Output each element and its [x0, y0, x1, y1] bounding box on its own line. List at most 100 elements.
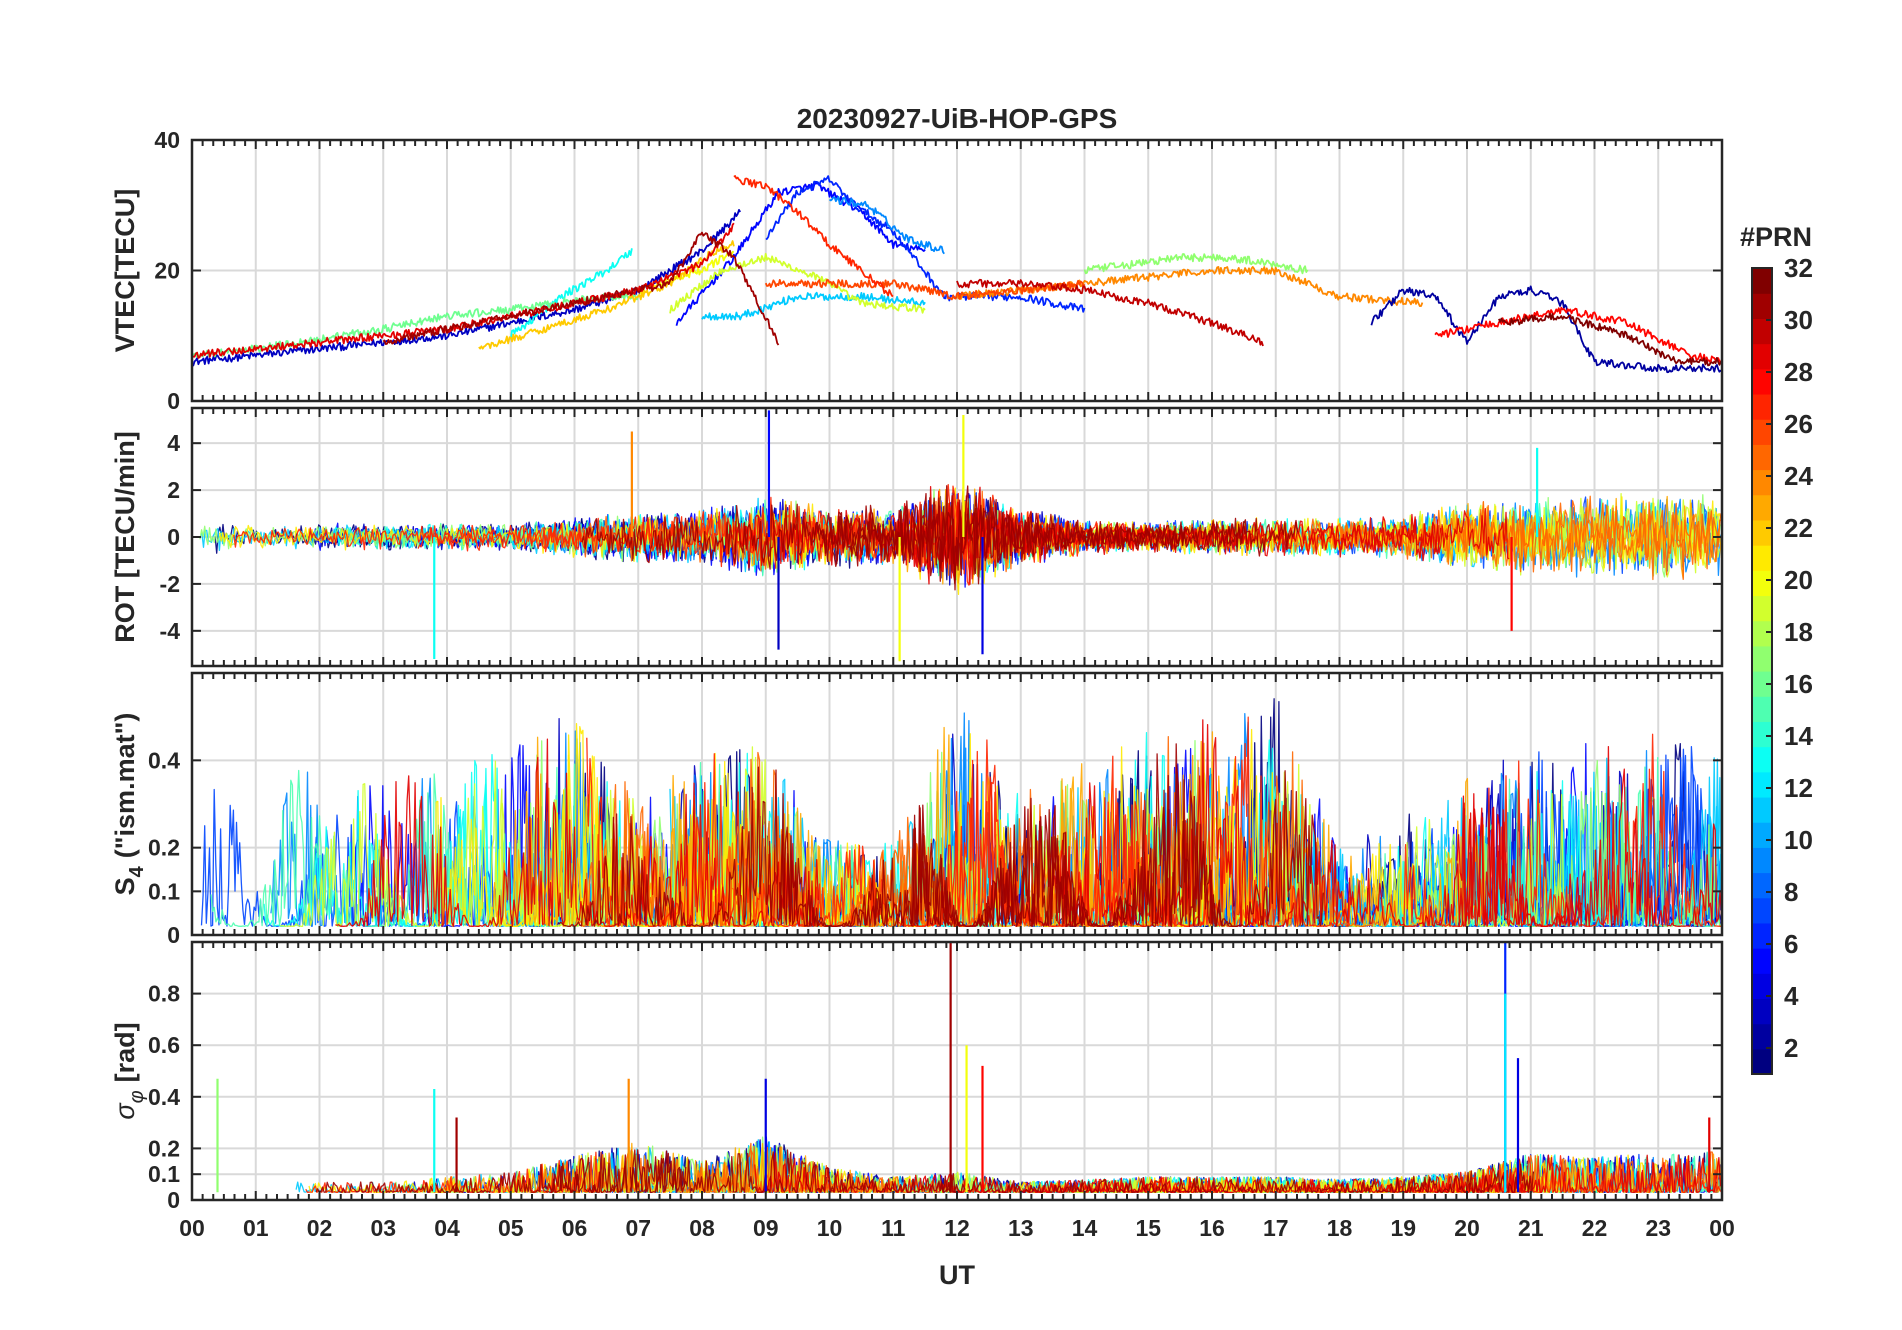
y-tick-label-vtec: 40	[154, 127, 180, 153]
colorbar-band	[1752, 318, 1772, 345]
y-tick-label-sigma: 0.6	[148, 1032, 180, 1058]
colorbar-label: #PRN	[1740, 222, 1812, 252]
x-tick-label: 20	[1454, 1215, 1480, 1241]
x-tick-label: 11	[881, 1215, 906, 1241]
colorbar-tick-label: 12	[1784, 773, 1813, 803]
grid-sigma	[191, 942, 1723, 1201]
ylabel-sub: φ	[126, 1090, 148, 1103]
x-tick-label: 09	[753, 1215, 779, 1241]
vtec-line-prn-22	[478, 240, 735, 350]
y-tick-label-rot: 2	[167, 477, 180, 503]
colorbar-band	[1752, 721, 1772, 748]
minor-ticks-sigma	[191, 942, 1723, 1200]
ylabel-rest: [rad]	[110, 1022, 140, 1082]
panel-sigma: 00.10.2 0.4 0.6 0.8 σφ [rad]	[110, 940, 1724, 1213]
vtec-line-prn-19	[669, 252, 926, 314]
x-tick-label: 17	[1263, 1215, 1289, 1241]
y-tick-label-sigma: 0.4	[148, 1084, 180, 1110]
x-tick-label: 19	[1390, 1215, 1416, 1241]
colorbar-band	[1752, 620, 1772, 647]
colorbar-tick-label: 6	[1784, 929, 1798, 959]
colorbar-band	[1752, 1048, 1772, 1075]
x-tick-label: 18	[1327, 1215, 1353, 1241]
vtec-line-prn-32	[1498, 312, 1722, 367]
colorbar-band	[1752, 948, 1772, 974]
grid-vtec	[191, 139, 1723, 402]
minor-ticks-rot	[191, 408, 1723, 666]
vtec-line-prn-17	[1083, 253, 1309, 275]
rot-trace-prn-29	[732, 485, 1442, 585]
sigma-trace-prn-31	[544, 1149, 959, 1193]
s4-trace-prn-27	[1401, 733, 1722, 927]
vtec-line-prn-27	[733, 175, 894, 297]
x-tick-label: 07	[625, 1215, 651, 1241]
x-tick-label: 04	[434, 1215, 460, 1241]
colorbar-band	[1752, 469, 1772, 496]
series-rot	[199, 410, 1722, 662]
minor-ticks-s4	[191, 673, 1723, 935]
s4-trace-prn-29	[335, 738, 819, 927]
sigma-trace-prn-29	[1302, 1154, 1722, 1193]
colorbar-frame	[1751, 267, 1773, 1075]
x-tick-label: 12	[944, 1215, 970, 1241]
x-tick-label: 01	[243, 1215, 269, 1241]
x-tick-label: 06	[562, 1215, 588, 1241]
colorbar-tick-label: 20	[1784, 565, 1813, 595]
y-tick-label-s4: 0.4	[148, 747, 180, 773]
colorbar-tick-label: 14	[1784, 721, 1813, 751]
colorbar-tick-label: 10	[1784, 825, 1813, 855]
s4-trace-prn-31	[910, 743, 1240, 927]
colorbar-band	[1752, 796, 1772, 823]
x-tick-label: 14	[1072, 1215, 1098, 1241]
x-tick-label: 00	[1709, 1215, 1735, 1241]
colorbar-band	[1752, 570, 1772, 597]
y-tick-label-rot: 0	[167, 524, 180, 550]
x-tick-label: 21	[1518, 1215, 1544, 1241]
panel-vtec: 0 20 40 VTEC[TECU]	[110, 127, 1724, 414]
colorbar-tick-label: 8	[1784, 877, 1798, 907]
colorbar-tick-label: 18	[1784, 617, 1813, 647]
y-tick-label-s4: 0.2	[148, 835, 180, 861]
colorbar-tick-label: 16	[1784, 669, 1813, 699]
colorbar-tick-label: 30	[1784, 305, 1813, 335]
colorbar-tick-label: 4	[1784, 981, 1799, 1011]
x-tick-label: 15	[1135, 1215, 1161, 1241]
colorbar-tick-label: 24	[1784, 461, 1813, 491]
vtec-line-prn-29	[192, 222, 735, 359]
series-sigma	[216, 942, 1722, 1193]
series-s4	[200, 698, 1722, 927]
vtec-line-prn-20	[637, 250, 735, 294]
vtec-line-prn-28	[1434, 306, 1722, 364]
colorbar-band	[1752, 822, 1772, 848]
colorbar-band	[1752, 973, 1772, 1000]
colorbar-band	[1752, 343, 1772, 370]
y-tick-label-vtec: 20	[154, 258, 180, 284]
x-tick-label: 05	[498, 1215, 524, 1241]
y-axis-label-rot: ROT [TECU/min]	[110, 431, 140, 642]
colorbar-band	[1752, 393, 1772, 420]
x-tick-label: 00	[179, 1215, 205, 1241]
x-tick-label: 10	[817, 1215, 843, 1241]
colorbar-band	[1752, 671, 1772, 697]
colorbar-band	[1752, 494, 1772, 521]
y-tick-label-sigma: 0.2	[148, 1135, 180, 1161]
y-tick-label-sigma: 0.1	[148, 1161, 180, 1187]
colorbar-band	[1752, 746, 1772, 773]
colorbar-tick-label: 32	[1784, 253, 1813, 283]
colorbar-band	[1752, 771, 1772, 798]
rot-trace-prn-31	[812, 485, 1188, 585]
y-tick-label-s4: 0.1	[148, 878, 180, 904]
y-tick-label-sigma: 0	[167, 1187, 180, 1213]
colorbar-band	[1752, 595, 1772, 622]
s4-trace-prn-25	[775, 736, 1399, 927]
colorbar-band	[1752, 998, 1772, 1025]
panel-rot: -4 -2 0 2 4 ROT [TECU/min]	[110, 406, 1724, 668]
colorbar-tick-label: 28	[1784, 357, 1813, 387]
rot-trace-prn-31	[581, 485, 1299, 591]
colorbar-tick-label: 22	[1784, 513, 1813, 543]
minor-ticks-vtec	[191, 140, 1723, 401]
rot-trace-prn-23	[1408, 495, 1722, 579]
